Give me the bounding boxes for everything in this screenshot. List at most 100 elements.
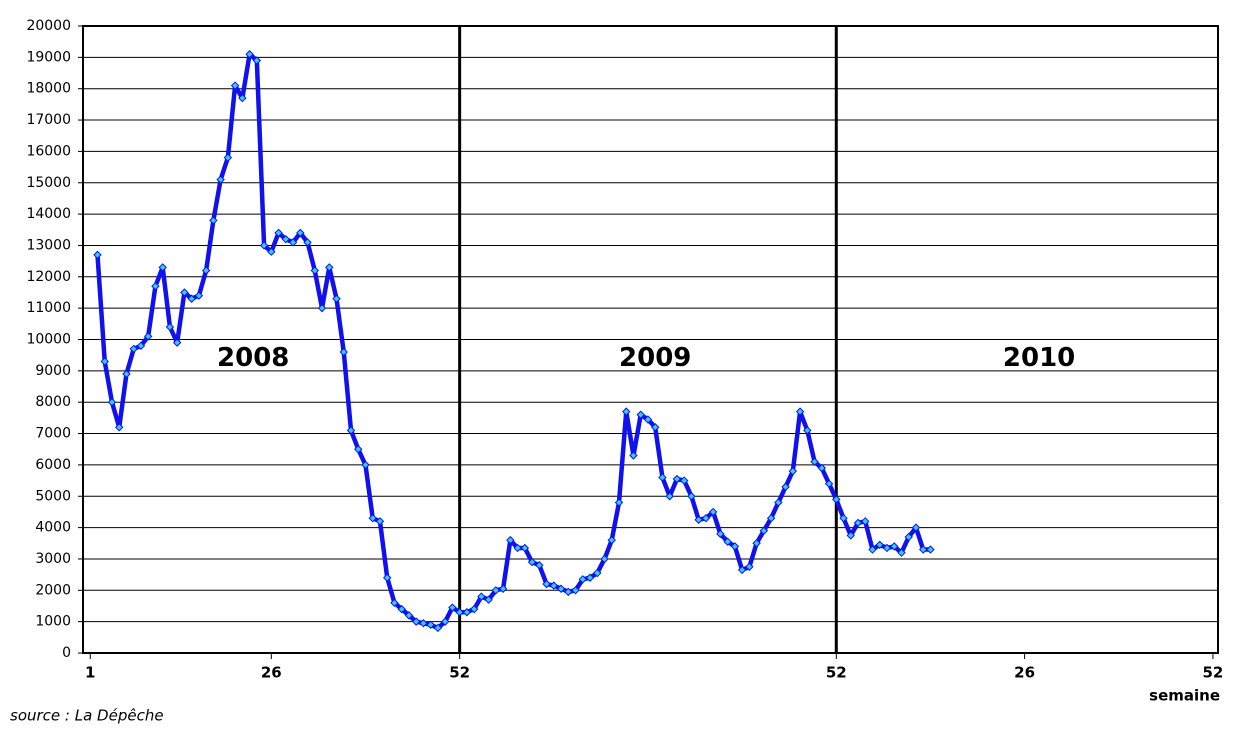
x-axis-label: semaine (1149, 687, 1220, 705)
x-tick-label: 1 (85, 664, 95, 682)
marker (520, 543, 530, 553)
y-tick-label: 17000 (26, 112, 71, 128)
marker (288, 238, 298, 247)
marker (890, 542, 899, 551)
marker (600, 554, 609, 564)
marker (165, 322, 175, 332)
year-label: 2010 (1003, 343, 1075, 373)
marker (469, 604, 479, 614)
marker (593, 568, 602, 578)
marker (361, 460, 370, 470)
marker (564, 587, 573, 597)
marker (585, 573, 595, 582)
line (95, 51, 931, 631)
marker (201, 266, 211, 275)
y-tick-label: 9000 (35, 363, 71, 379)
marker (723, 537, 732, 546)
marker (549, 581, 559, 590)
marker (745, 562, 754, 571)
marker (853, 518, 863, 528)
year-label: 2008 (217, 343, 289, 373)
marker (230, 81, 240, 90)
marker (455, 608, 464, 617)
y-tick-label: 18000 (26, 81, 71, 97)
marker (875, 540, 884, 550)
x-tick-label: 26 (1014, 664, 1035, 682)
marker (882, 543, 892, 553)
marker (354, 445, 363, 454)
marker (658, 473, 667, 482)
marker (383, 573, 392, 582)
marker (701, 513, 711, 523)
marker (788, 466, 798, 476)
y-tick-label: 2000 (35, 582, 71, 598)
marker (636, 410, 645, 419)
plot-frame (82, 25, 1219, 654)
x-tick-label: 26 (261, 664, 282, 682)
marker (390, 598, 399, 608)
source: source : La Dépêche (10, 707, 164, 725)
marker (296, 228, 305, 238)
marker (158, 263, 167, 272)
marker (187, 294, 196, 303)
marker (774, 498, 783, 507)
marker (216, 175, 225, 184)
marker (868, 545, 877, 554)
marker (245, 50, 254, 59)
y-tick-label: 3000 (35, 551, 71, 567)
marker (571, 586, 580, 595)
marker (832, 495, 841, 504)
marker (556, 584, 566, 593)
y-tick-label: 4000 (35, 520, 71, 536)
marker (100, 357, 109, 366)
marker (426, 620, 435, 629)
year-label: 2009 (619, 343, 691, 373)
marker (325, 263, 334, 272)
y-tick-label: 7000 (35, 426, 71, 442)
marker (346, 426, 356, 435)
marker (303, 238, 312, 247)
marker (694, 515, 703, 524)
marker (730, 542, 740, 551)
marker (578, 575, 587, 584)
marker (238, 93, 247, 103)
marker (904, 532, 913, 542)
marker (665, 492, 674, 501)
marker (708, 507, 718, 517)
y-tick-label: 11000 (26, 300, 71, 316)
marker (535, 561, 544, 570)
marker (433, 623, 443, 633)
marker (672, 474, 682, 484)
marker (861, 517, 870, 526)
marker (622, 407, 631, 416)
marker (93, 250, 102, 260)
y-tick-label: 16000 (26, 143, 71, 159)
marker (136, 341, 146, 350)
marker (911, 523, 921, 532)
marker (506, 535, 515, 545)
marker (607, 535, 616, 545)
marker (803, 426, 812, 435)
marker (404, 611, 414, 620)
y-tick-label: 13000 (26, 237, 71, 253)
y-tick-label: 19000 (26, 49, 71, 65)
marker (368, 513, 377, 523)
y-tick-label: 12000 (26, 269, 71, 285)
marker (498, 584, 508, 593)
marker (716, 529, 725, 539)
marker (448, 603, 457, 612)
y-tick-label: 8000 (35, 394, 71, 410)
marker (484, 595, 493, 604)
marker (926, 545, 935, 554)
x-tick-label: 52 (826, 664, 847, 682)
marker (810, 457, 819, 466)
marker (151, 281, 160, 291)
marker (897, 548, 906, 557)
marker (122, 369, 131, 379)
marker (259, 241, 269, 250)
marker (491, 586, 501, 595)
marker (115, 423, 124, 432)
marker (542, 579, 551, 589)
marker (332, 294, 341, 303)
